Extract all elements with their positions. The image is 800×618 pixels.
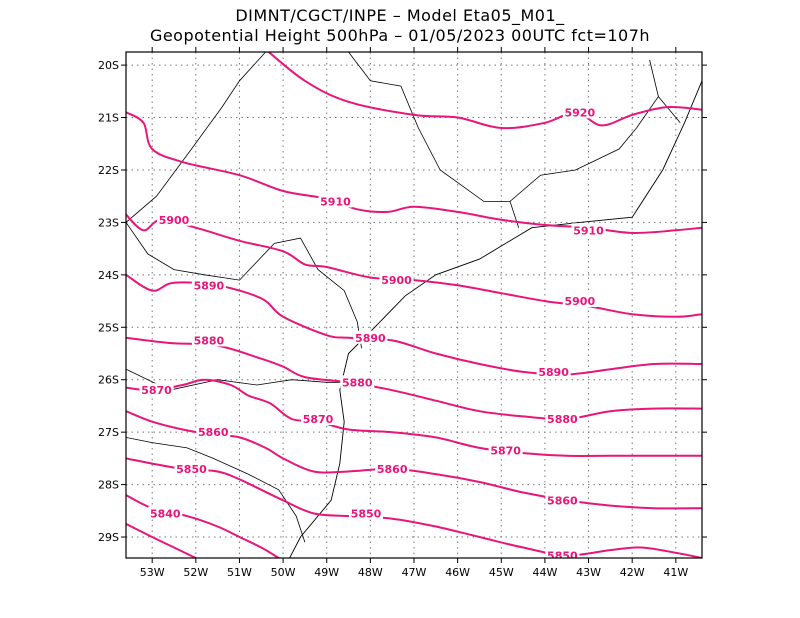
contour-label-bg — [301, 412, 335, 426]
contour-label-bg — [353, 330, 388, 344]
lat-tick-label: 20S — [98, 59, 119, 72]
contour-label-5890: 5890 — [538, 366, 569, 379]
contour-label-5850: 5850 — [547, 549, 578, 562]
lon-tick-label: 41W — [663, 566, 688, 579]
lon-tick-label: 45W — [489, 566, 514, 579]
contour-label-5860: 5860 — [377, 463, 408, 476]
contour-label-bg — [196, 425, 231, 439]
contour-line-5920 — [267, 52, 702, 130]
contour-label-5840: 5840 — [150, 507, 181, 520]
contour-label-5880: 5880 — [547, 413, 578, 426]
contour-label-bg — [536, 364, 571, 378]
contour-line-5830 — [126, 523, 197, 558]
map-title-line-2: Geopotential Height 500hPa – 01/05/2023 … — [149, 26, 651, 45]
lon-tick-label: 49W — [314, 566, 339, 579]
contour-label-bg — [157, 212, 191, 226]
contour-label-bg — [379, 273, 414, 287]
contour-label-bg — [318, 194, 353, 208]
contour-line-5900 — [126, 213, 702, 318]
graticule — [126, 52, 702, 558]
axis-ticks: 53W 52W 51W 50W 49W 48W 47W 46W 45W 44W 43W 42W 41W 2… — [98, 47, 707, 579]
contour-line-5880 — [126, 336, 702, 421]
lon-tick-label: 47W — [402, 566, 427, 579]
contour-label-5860: 5860 — [547, 494, 578, 507]
state-border — [126, 52, 266, 223]
lat-tick-label: 29S — [98, 531, 119, 544]
lon-tick-label: 53W — [140, 566, 165, 579]
contour-label-bg — [349, 506, 383, 520]
map-title-line-1: DIMNT/CGCT/INPE – Model Eta05_M01_ — [235, 6, 565, 25]
lat-tick-label: 28S — [98, 479, 119, 492]
lat-tick-label: 21S — [98, 112, 119, 125]
contour-label-5870: 5870 — [490, 445, 521, 458]
contour-label-5860: 5860 — [198, 426, 229, 439]
state-border — [348, 52, 659, 202]
lon-tick-label: 42W — [620, 566, 645, 579]
lon-tick-label: 51W — [227, 566, 252, 579]
contour-label-bg — [545, 548, 580, 558]
lat-tick-label: 22S — [98, 164, 119, 177]
contour-label-5890: 5890 — [355, 332, 386, 345]
contour-label-bg — [545, 493, 580, 507]
contour-label-bg — [191, 278, 226, 292]
contour-label-bg — [174, 461, 209, 475]
contour-label-5880: 5880 — [342, 376, 373, 389]
contour-label-bg — [545, 412, 580, 426]
contour-labels: 5920 5910 5910 5900 5900 5900 5890 5890 5890 5880… — [139, 105, 606, 562]
contour-label-5850: 5850 — [176, 463, 207, 476]
contour-label-bg — [562, 294, 597, 308]
coastline-line — [289, 80, 702, 558]
contour-line-5850 — [126, 457, 702, 558]
contour-label-bg — [375, 461, 410, 475]
contour-label-5920: 5920 — [565, 106, 596, 119]
lon-tick-label: 46W — [445, 566, 470, 579]
contour-label-bg — [562, 105, 597, 119]
contour-label-bg — [488, 443, 523, 457]
contour-label-5880: 5880 — [194, 334, 225, 347]
contour-line-5840 — [126, 494, 280, 558]
contour-label-5910: 5910 — [573, 224, 604, 237]
contour-label-bg — [191, 333, 226, 347]
state-border — [126, 437, 306, 543]
lat-tick-label: 27S — [98, 426, 119, 439]
contour-label-5900: 5900 — [565, 295, 596, 308]
contour-label-bg — [340, 375, 375, 389]
state-border — [658, 96, 681, 124]
lat-tick-label: 24S — [98, 269, 119, 282]
lon-tick-label: 52W — [183, 566, 208, 579]
contour-label-bg — [139, 383, 174, 397]
contour-label-bg — [148, 506, 183, 520]
contour-label-5900: 5900 — [381, 274, 412, 287]
coastline — [289, 80, 702, 558]
lat-tick-label: 26S — [98, 374, 119, 387]
contour-label-5870: 5870 — [141, 384, 172, 397]
state-border — [126, 222, 362, 349]
lon-tick-label: 44W — [532, 566, 557, 579]
state-border — [509, 201, 520, 228]
lon-tick-label: 50W — [271, 566, 296, 579]
contour-label-5850: 5850 — [351, 507, 382, 520]
contour-line-5870 — [126, 378, 702, 457]
contour-label-bg — [571, 223, 606, 237]
contour-label-5890: 5890 — [194, 279, 225, 292]
lat-tick-label: 25S — [98, 321, 119, 334]
lat-tick-label: 23S — [98, 216, 119, 229]
lon-tick-label: 43W — [576, 566, 601, 579]
contour-label-5900: 5900 — [159, 214, 190, 227]
lon-tick-label: 48W — [358, 566, 383, 579]
contour-label-5910: 5910 — [320, 195, 351, 208]
contour-label-5870: 5870 — [303, 413, 334, 426]
